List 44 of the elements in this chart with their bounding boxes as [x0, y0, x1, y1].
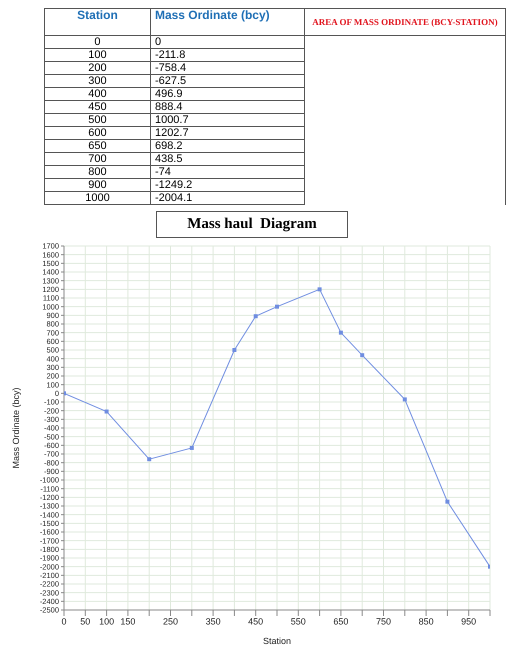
text: -74	[150, 166, 304, 178]
text: 650	[44, 140, 150, 152]
point	[104, 410, 109, 414]
text: Station	[44, 8, 150, 36]
x-tick-label: 650	[333, 616, 348, 626]
text: 0	[150, 36, 304, 48]
point	[147, 457, 152, 462]
chart-title: Mass haul Diagram	[156, 211, 348, 238]
x-tick-label: 350	[206, 616, 221, 626]
text: 496.9	[150, 88, 304, 100]
x-tick-label: 850	[418, 616, 434, 626]
point	[232, 348, 236, 352]
text: 888.4	[150, 100, 304, 114]
point	[254, 314, 258, 318]
text: -1249.2	[150, 178, 304, 192]
x-tick-label: 550	[290, 616, 306, 626]
text: -211.8	[150, 48, 304, 62]
text: AREA OF MASS ORDINATE (BCY-STATION)	[304, 8, 506, 36]
y-axis-title: Mass Ordinate (bcy)	[11, 387, 22, 469]
x-tick-label: 250	[162, 616, 178, 626]
x-tick-label: 0	[61, 616, 67, 626]
text: 698.2	[150, 140, 304, 152]
x-tick-label: 750	[376, 616, 392, 626]
text: 438.5	[150, 152, 304, 166]
x-axis-title: Station	[262, 636, 292, 646]
x-tick-label: 100	[99, 616, 114, 626]
point	[275, 304, 279, 309]
text: 450	[44, 100, 150, 114]
text: 1202.7	[150, 126, 304, 140]
point	[445, 500, 450, 504]
point	[360, 353, 364, 358]
point	[190, 446, 194, 450]
x-tick-label: 50	[80, 616, 90, 626]
x-tick-label: 950	[461, 616, 476, 626]
text: 1000.7	[150, 114, 304, 126]
text: -627.5	[150, 74, 304, 88]
text: Mass Ordinate (bcy)	[150, 8, 304, 36]
text: -2004.1	[150, 192, 304, 204]
x-tick-label: 450	[248, 616, 264, 626]
text: -758.4	[150, 62, 304, 74]
point	[402, 397, 407, 402]
x-tick-label: 150	[120, 616, 136, 626]
point	[338, 330, 343, 335]
point	[318, 287, 322, 292]
